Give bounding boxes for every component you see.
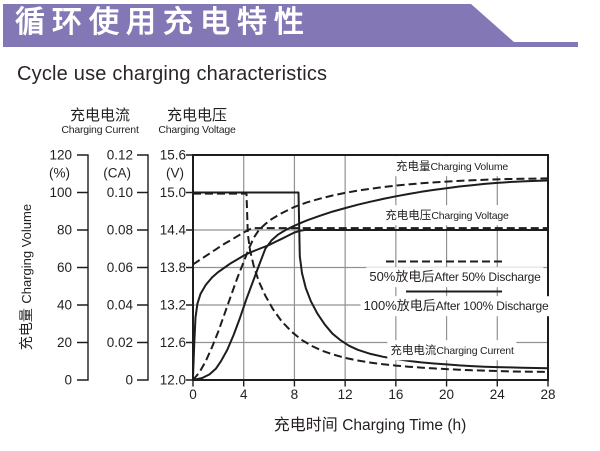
volume-axis-rail bbox=[77, 154, 89, 381]
voltage-tick-label: 13.2 bbox=[160, 298, 186, 313]
voltage-axis-header-cn: 充电电压 bbox=[166, 107, 227, 124]
x-tick-label: 12 bbox=[338, 387, 353, 402]
charging-volume-curve-label-cn: 充电量 bbox=[395, 161, 431, 174]
charging-voltage-curve-label-en: Charging Voltage bbox=[431, 210, 509, 223]
volume-tick-label: 100 bbox=[49, 185, 72, 200]
banner-title: 循环使用充电特性 bbox=[15, 6, 311, 39]
current-unit-label: (CA) bbox=[103, 166, 131, 181]
legend-50-discharge-en: After 50% Discharge bbox=[434, 270, 541, 285]
volume-tick-label: 40 bbox=[57, 298, 72, 313]
volume-tick-label: 0 bbox=[64, 373, 72, 388]
voltage-tick-label: 14.4 bbox=[160, 223, 187, 238]
voltage-tick-label: 15.6 bbox=[160, 148, 186, 163]
x-tick-label: 0 bbox=[189, 387, 197, 402]
plot-border bbox=[192, 154, 549, 381]
volume-tick-label: 60 bbox=[57, 260, 72, 275]
voltage-tick-label: 15.0 bbox=[160, 185, 186, 200]
charging-current-curve-label-en: Charging Current bbox=[436, 345, 514, 358]
x-tick-label: 28 bbox=[540, 387, 555, 402]
charging-volume-curve-label-en: Charging Volume bbox=[430, 161, 509, 174]
legend-50-discharge-label: 50%放电后After 50% Discharge bbox=[366, 267, 544, 287]
legend-100-discharge-cn: 100%放电后 bbox=[363, 298, 436, 314]
voltage-axis-header-en: Charging Voltage bbox=[158, 124, 236, 137]
charging-volume-after-50-discharge-curve bbox=[192, 177, 549, 381]
banner-shape bbox=[3, 4, 578, 47]
voltage-tick-label: 12.0 bbox=[160, 373, 186, 388]
banner bbox=[3, 4, 578, 47]
charging-current-curve-label-cn: 充电电流 bbox=[390, 345, 437, 358]
voltage-unit-label: (V) bbox=[166, 166, 184, 181]
voltage-tick-label: 12.6 bbox=[160, 335, 186, 350]
current-axis-header-cn: 充电电流 bbox=[69, 107, 130, 124]
x-axis-title-en: Charging Time (h) bbox=[342, 417, 467, 434]
current-tick-label: 0.12 bbox=[107, 148, 133, 163]
x-tick-label: 20 bbox=[439, 387, 454, 402]
current-tick-label: 0.02 bbox=[107, 335, 133, 350]
current-axis-header-en: Charging Current bbox=[61, 124, 139, 137]
x-tick-label: 8 bbox=[291, 387, 299, 402]
legend-50-discharge-cn: 50%放电后 bbox=[369, 269, 435, 285]
current-axis-header: 充电电流 Charging Current bbox=[61, 107, 139, 137]
legend-100-discharge-en: After 100% Discharge bbox=[435, 299, 549, 314]
volume-unit-label: (%) bbox=[49, 166, 70, 181]
legend-100-discharge-label: 100%放电后After 100% Discharge bbox=[360, 296, 552, 316]
voltage-axis-header: 充电电压 Charging Voltage bbox=[158, 107, 236, 137]
charging-volume-after-100-discharge-curve bbox=[192, 179, 549, 381]
charging-volume-curve-label: 充电量Charging Volume bbox=[392, 156, 512, 176]
charging-voltage-curve-label-cn: 充电电压 bbox=[385, 210, 432, 223]
charging-voltage-after-100-discharge-curve bbox=[192, 229, 548, 377]
volume-tick-label: 80 bbox=[57, 223, 72, 238]
current-tick-label: 0.08 bbox=[107, 223, 133, 238]
voltage-tick-label: 13.8 bbox=[160, 260, 186, 275]
current-axis-rail bbox=[137, 154, 149, 381]
axis-ticks bbox=[186, 154, 549, 387]
charging-current-after-100-discharge-curve bbox=[193, 191, 549, 370]
current-tick-label: 0 bbox=[125, 373, 133, 388]
volume-tick-label: 120 bbox=[49, 148, 72, 163]
x-axis-title: 充电时间 Charging Time (h) bbox=[274, 411, 467, 435]
charging-current-after-50-discharge-curve bbox=[193, 192, 549, 373]
x-tick-label: 24 bbox=[490, 387, 506, 402]
charging-voltage-after-50-discharge-curve bbox=[192, 227, 548, 266]
charging-current-curve-label: 充电电流Charging Current bbox=[387, 340, 517, 360]
page-title: Cycle use charging characteristics bbox=[17, 63, 328, 85]
current-tick-label: 0.10 bbox=[107, 185, 133, 200]
current-tick-label: 0.04 bbox=[107, 298, 134, 313]
x-tick-label: 16 bbox=[388, 387, 403, 402]
x-tick-label: 4 bbox=[240, 387, 248, 402]
x-axis-title-cn: 充电时间 bbox=[273, 417, 338, 434]
charging-voltage-curve-label: 充电电压Charging Voltage bbox=[382, 205, 512, 225]
volume-tick-label: 20 bbox=[57, 335, 72, 350]
current-tick-label: 0.06 bbox=[107, 260, 133, 275]
